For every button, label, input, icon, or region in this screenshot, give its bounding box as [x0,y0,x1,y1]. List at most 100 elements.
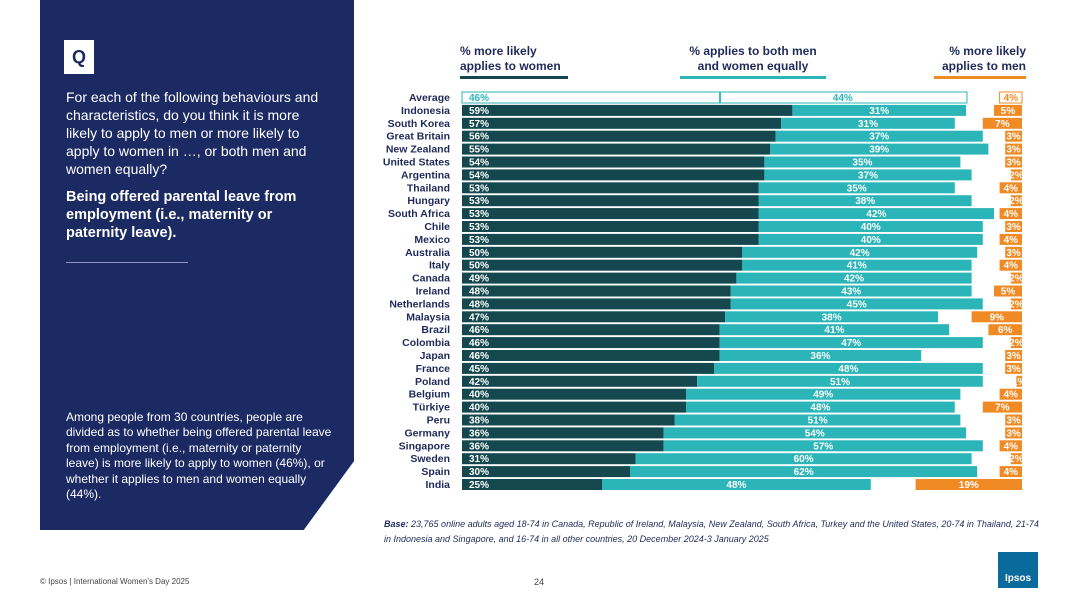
value-label-both: 60% [794,454,814,465]
value-label-men: 3% [1006,428,1021,439]
logo-text: Ipsos [1004,573,1032,584]
bar-men [971,311,1022,323]
value-label-men: 7% [995,403,1010,414]
bar-men [982,401,1022,413]
value-label-women: 49% [469,274,489,285]
value-label-women: 57% [469,119,489,130]
value-label-both: 42% [844,274,864,285]
value-label-men: 2% [1009,454,1024,465]
bar-men [1005,143,1022,155]
value-label-both: 31% [869,106,889,117]
category-label: South Korea [388,118,451,130]
bar-men [1005,362,1022,374]
bar-both [602,479,871,490]
ipsos-logo: Ipsos [998,552,1038,588]
bar-men [1010,337,1022,349]
value-label-women: 46% [469,351,489,362]
bar-both [714,362,983,374]
bar-both [730,298,983,310]
value-label-women: 46% [469,338,489,349]
bar-men [999,182,1022,194]
value-label-men: 3% [1006,351,1021,362]
bar-men [1005,221,1022,232]
category-label: Argentina [401,169,450,181]
value-label-women: 36% [469,428,489,439]
bar-men [1005,350,1022,361]
value-label-women: 38% [469,416,489,427]
value-label-women: 50% [469,248,489,259]
header-both: % applies to both men and women equally [680,44,826,79]
value-label-men: 3% [1006,222,1021,233]
value-label-women: 25% [469,480,489,491]
value-label-women: 31% [469,454,489,465]
category-label: New Zealand [386,144,450,156]
bar-women [462,362,714,374]
category-label: Sweden [410,453,450,465]
bar-women [462,169,765,181]
bar-women [462,414,675,426]
bar-women [462,285,731,297]
value-label-women: 40% [469,403,489,414]
category-label: Average [409,92,450,104]
bar-men [1005,246,1022,258]
value-label-women: 54% [469,170,489,181]
header-women-text: % more likely applies to women [460,44,561,73]
value-label-women: 47% [469,312,489,323]
value-label-both: 40% [861,222,881,233]
bar-men [982,117,1022,129]
bar-men [1010,195,1022,207]
bar-both [775,130,983,142]
category-label: Malaysia [406,311,450,323]
category-label: Indonesia [401,105,450,117]
bar-men [988,324,1022,336]
bar-women [462,440,664,452]
bar-men [999,259,1022,271]
bar-men [999,388,1022,400]
bar-both [719,350,922,361]
bar-men [1010,169,1022,181]
bar-women [462,233,759,245]
category-label: Netherlands [389,298,450,310]
value-label-both: 49% [813,390,833,401]
value-label-both: 42% [866,209,886,220]
bar-both [764,156,961,168]
value-label-men: 7% [995,119,1010,130]
value-label-both: 62% [794,467,814,478]
value-label-both: 37% [858,170,878,181]
question-badge: Q [64,40,94,74]
bar-men [915,479,1022,490]
bar-women [462,298,731,310]
bar-men [999,208,1022,220]
bar-men [1010,272,1022,284]
bar-both [792,104,966,116]
value-label-women: 54% [469,158,489,169]
question-text: For each of the following behaviours and… [66,89,319,177]
value-label-both: 31% [858,119,878,130]
value-label-both: 35% [852,158,872,169]
value-label-men: 3% [1006,364,1021,375]
bar-both [736,272,972,284]
question-topic: Being offered parental leave from employ… [66,189,297,241]
category-label: Great Britain [386,131,450,143]
bar-both [674,414,961,426]
header-men: % more likely applies to men [934,44,1026,79]
value-label-men: 2% [1009,299,1024,310]
value-label-women: 53% [469,196,489,207]
bar-men [1010,298,1022,310]
category-label: Ireland [416,286,450,298]
bar-women [462,324,720,336]
base-text: 23,765 online adults aged 18-74 in Canad… [384,519,1039,544]
header-both-text: % applies to both men and women equally [689,44,817,73]
value-label-women: 48% [469,287,489,298]
category-label: Belgium [409,389,450,401]
bar-both [742,246,978,258]
category-label: Chile [424,221,450,233]
bar-men [1005,414,1022,426]
bar-men [1016,375,1022,387]
category-label: Colombia [402,337,450,349]
value-label-men: 4% [1004,209,1019,220]
value-label-women: 46% [469,325,489,336]
bar-both [697,375,983,387]
value-label-women: 53% [469,183,489,194]
category-label: Canada [412,273,450,285]
